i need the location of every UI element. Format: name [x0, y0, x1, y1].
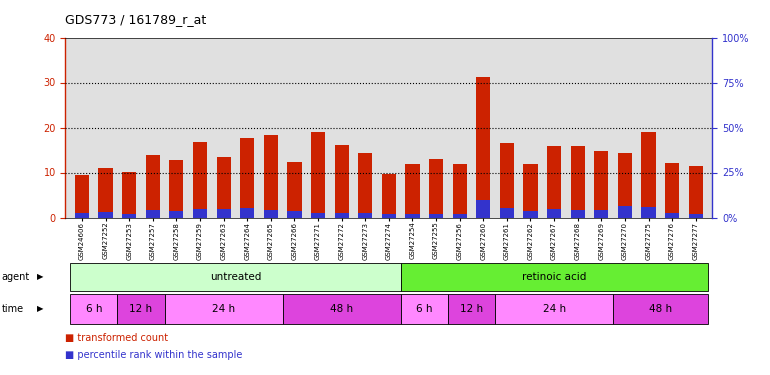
- Text: time: time: [2, 304, 24, 314]
- Bar: [547, 146, 561, 218]
- Bar: [500, 208, 514, 218]
- Bar: [358, 153, 373, 218]
- Text: ■ percentile rank within the sample: ■ percentile rank within the sample: [65, 350, 243, 360]
- Bar: [75, 213, 89, 217]
- Bar: [334, 213, 349, 217]
- Bar: [358, 213, 373, 217]
- Bar: [476, 77, 490, 218]
- Bar: [500, 143, 514, 218]
- Bar: [287, 211, 302, 218]
- Bar: [382, 214, 396, 217]
- Bar: [524, 164, 537, 218]
- Text: 48 h: 48 h: [330, 304, 353, 314]
- Bar: [146, 210, 160, 218]
- Text: untreated: untreated: [209, 272, 261, 282]
- Bar: [665, 213, 679, 217]
- Bar: [146, 154, 160, 218]
- Bar: [400, 262, 708, 291]
- Text: 24 h: 24 h: [212, 304, 235, 314]
- Text: 12 h: 12 h: [129, 304, 152, 314]
- Bar: [169, 160, 183, 218]
- Bar: [334, 145, 349, 218]
- Bar: [571, 210, 584, 218]
- Text: ■ transformed count: ■ transformed count: [65, 333, 169, 343]
- Text: agent: agent: [2, 272, 30, 282]
- Bar: [405, 214, 420, 217]
- Bar: [476, 200, 490, 217]
- Bar: [283, 294, 400, 324]
- Bar: [448, 294, 495, 324]
- Bar: [240, 208, 254, 218]
- Bar: [193, 209, 207, 218]
- Bar: [405, 164, 420, 218]
- Bar: [594, 210, 608, 218]
- Bar: [70, 294, 117, 324]
- Bar: [169, 211, 183, 218]
- Bar: [165, 294, 283, 324]
- Bar: [70, 262, 400, 291]
- Bar: [453, 214, 467, 217]
- Bar: [240, 138, 254, 218]
- Text: 48 h: 48 h: [649, 304, 672, 314]
- Bar: [453, 164, 467, 218]
- Bar: [688, 214, 703, 217]
- Bar: [688, 166, 703, 218]
- Bar: [571, 146, 584, 218]
- Bar: [594, 151, 608, 217]
- Bar: [429, 159, 444, 218]
- Bar: [216, 157, 231, 218]
- Bar: [613, 294, 708, 324]
- Bar: [122, 172, 136, 217]
- Bar: [641, 132, 655, 218]
- Text: retinoic acid: retinoic acid: [522, 272, 586, 282]
- Bar: [400, 294, 448, 324]
- Bar: [524, 211, 537, 217]
- Bar: [641, 207, 655, 218]
- Text: ▶: ▶: [37, 304, 43, 313]
- Bar: [618, 153, 632, 218]
- Bar: [311, 213, 325, 217]
- Bar: [618, 206, 632, 218]
- Bar: [99, 213, 112, 217]
- Bar: [264, 210, 278, 218]
- Text: ▶: ▶: [37, 272, 43, 281]
- Bar: [382, 174, 396, 217]
- Bar: [547, 209, 561, 218]
- Bar: [665, 163, 679, 218]
- Text: 6 h: 6 h: [85, 304, 102, 314]
- Bar: [122, 214, 136, 217]
- Bar: [99, 168, 112, 217]
- Bar: [75, 175, 89, 217]
- Bar: [429, 214, 444, 217]
- Bar: [117, 294, 165, 324]
- Text: 6 h: 6 h: [416, 304, 433, 314]
- Bar: [216, 209, 231, 218]
- Text: 12 h: 12 h: [460, 304, 483, 314]
- Bar: [264, 135, 278, 218]
- Bar: [193, 142, 207, 218]
- Text: 24 h: 24 h: [543, 304, 566, 314]
- Bar: [495, 294, 613, 324]
- Text: GDS773 / 161789_r_at: GDS773 / 161789_r_at: [65, 13, 206, 26]
- Bar: [287, 162, 302, 218]
- Bar: [311, 132, 325, 218]
